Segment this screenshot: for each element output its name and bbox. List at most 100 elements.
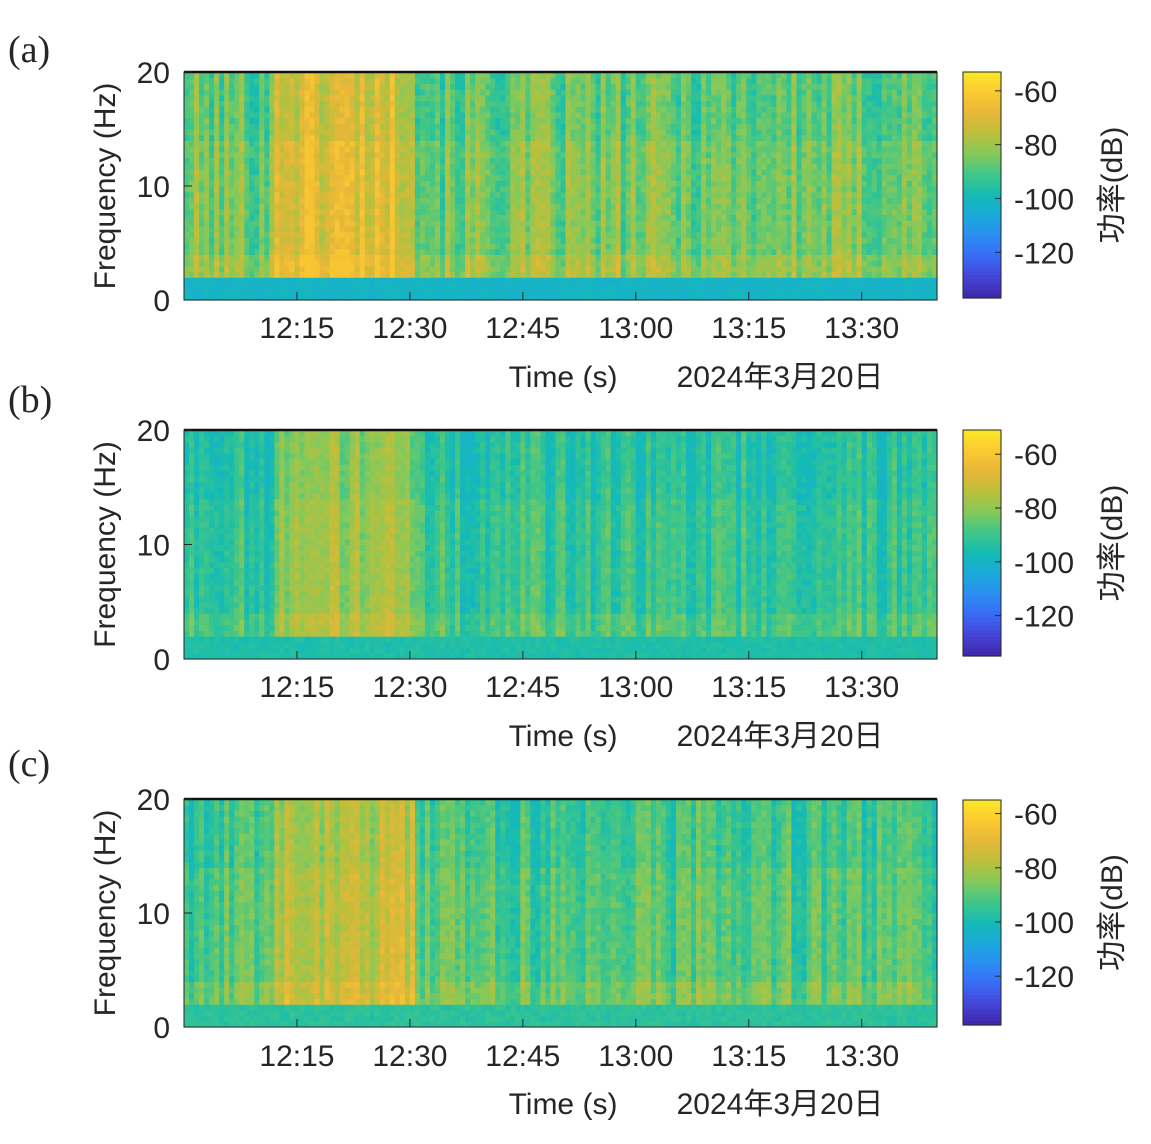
heatmap-cell (184, 232, 190, 238)
heatmap-cell (345, 249, 351, 255)
heatmap-cell (315, 152, 321, 158)
heatmap-cell (405, 123, 411, 129)
heatmap-cell (294, 89, 300, 95)
heatmap-cell (184, 78, 190, 84)
heatmap-cell (601, 192, 607, 198)
heatmap-cell (641, 146, 647, 152)
heatmap-cell (550, 283, 556, 289)
heatmap-cell (776, 78, 782, 84)
heatmap-cell (440, 163, 446, 169)
heatmap-cell (686, 118, 692, 124)
heatmap-cell (776, 135, 782, 141)
heatmap-cell (651, 95, 657, 101)
heatmap-cell (701, 266, 707, 272)
heatmap-cell (340, 83, 346, 89)
heatmap-cell (561, 106, 567, 112)
heatmap-cell (360, 135, 366, 141)
heatmap-cell (505, 232, 511, 238)
heatmap-cell (746, 277, 752, 283)
heatmap-cell (470, 101, 476, 107)
heatmap-cell (535, 249, 541, 255)
heatmap-cell (335, 260, 341, 266)
heatmap-cell (420, 158, 426, 164)
heatmap-cell (736, 254, 742, 260)
heatmap-cell (350, 186, 356, 192)
heatmap-cell (430, 272, 436, 278)
heatmap-cell (676, 197, 682, 203)
heatmap-cell (525, 266, 531, 272)
heatmap-cell (405, 266, 411, 272)
heatmap-cell (756, 254, 762, 260)
heatmap-cell (701, 289, 707, 295)
heatmap-cell (801, 169, 807, 175)
heatmap-cell (365, 220, 371, 226)
heatmap-cell (771, 106, 777, 112)
heatmap-cell (591, 254, 597, 260)
heatmap-cell (435, 95, 441, 101)
heatmap-cell (586, 175, 592, 181)
heatmap-cell (540, 169, 546, 175)
heatmap-cell (696, 232, 702, 238)
heatmap-cell (756, 95, 762, 101)
heatmap-cell (189, 266, 195, 272)
heatmap-cell (330, 215, 336, 221)
heatmap-cell (279, 197, 285, 203)
heatmap-cell (184, 289, 190, 295)
heatmap-cell (244, 283, 250, 289)
heatmap-cell (525, 83, 531, 89)
heatmap-cell (661, 289, 667, 295)
heatmap-cell (199, 118, 205, 124)
heatmap-cell (691, 158, 697, 164)
heatmap-cell (460, 237, 466, 243)
heatmap-cell (209, 277, 215, 283)
heatmap-cell (646, 226, 652, 232)
heatmap-cell (751, 283, 757, 289)
heatmap-cell (686, 180, 692, 186)
heatmap-cell (791, 95, 797, 101)
heatmap-cell (606, 163, 612, 169)
heatmap-cell (234, 180, 240, 186)
heatmap-cell (651, 215, 657, 221)
heatmap-cell (761, 226, 767, 232)
heatmap-cell (666, 272, 672, 278)
heatmap-cell (576, 83, 582, 89)
heatmap-cell (530, 277, 536, 283)
heatmap-cell (279, 215, 285, 221)
heatmap-cell (651, 101, 657, 107)
heatmap-cell (204, 112, 210, 118)
heatmap-cell (751, 289, 757, 295)
heatmap-cell (199, 260, 205, 266)
heatmap-cell (239, 283, 245, 289)
heatmap-cell (425, 220, 431, 226)
heatmap-cell (701, 163, 707, 169)
heatmap-cell (591, 158, 597, 164)
heatmap-cell (390, 140, 396, 146)
heatmap-cell (626, 118, 632, 124)
heatmap-cell (259, 249, 265, 255)
heatmap-cell (214, 123, 220, 129)
heatmap-cell (239, 220, 245, 226)
heatmap-cell (279, 180, 285, 186)
heatmap-cell (671, 146, 677, 152)
heatmap-cell (806, 175, 812, 181)
heatmap-cell (380, 186, 386, 192)
heatmap-cell (571, 289, 577, 295)
heatmap-cell (370, 140, 376, 146)
heatmap-cell (264, 277, 270, 283)
heatmap-cell (550, 186, 556, 192)
heatmap-cell (596, 89, 602, 95)
heatmap-cell (621, 220, 627, 226)
heatmap-cell (455, 289, 461, 295)
heatmap-cell (530, 129, 536, 135)
heatmap-cell (711, 226, 717, 232)
heatmap-cell (279, 209, 285, 215)
heatmap-cell (445, 209, 451, 215)
heatmap-cell (350, 243, 356, 249)
heatmap-cell (550, 243, 556, 249)
heatmap-cell (350, 283, 356, 289)
heatmap-cell (224, 89, 230, 95)
heatmap-cell (194, 89, 200, 95)
heatmap-cell (420, 260, 426, 266)
heatmap-cell (681, 289, 687, 295)
heatmap-cell (320, 135, 326, 141)
